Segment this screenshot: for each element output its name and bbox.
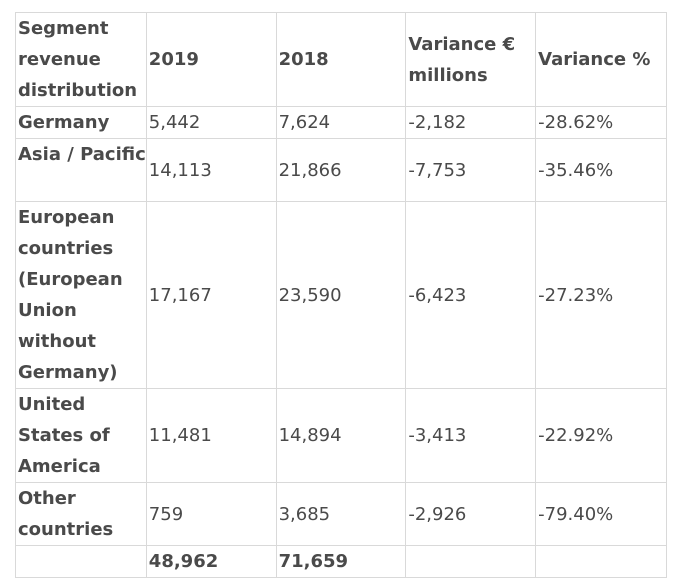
cell-variance-millions: -7,753: [405, 138, 537, 202]
row-label: European countries (European Union witho…: [15, 201, 147, 389]
segment-revenue-table: Segment revenue distribution 2019 2018 V…: [15, 12, 667, 578]
cell-2018: 14,894: [275, 388, 407, 483]
table-row: Other countries 759 3,685 -2,926 -79.40%: [15, 482, 667, 546]
table-row: Germany 5,442 7,624 -2,182 -28.62%: [15, 106, 667, 139]
table-row: United States of America 11,481 14,894 -…: [15, 388, 667, 483]
row-label: Germany: [15, 106, 147, 139]
row-label: Other countries: [15, 482, 147, 546]
header-variance-percent: Variance %: [535, 12, 667, 107]
row-label: United States of America: [15, 388, 147, 483]
cell-variance-percent: -27.23%: [535, 201, 667, 389]
cell-2018: 21,866: [275, 138, 407, 202]
cell-2019: 14,113: [145, 138, 277, 202]
cell-2019: 11,481: [145, 388, 277, 483]
total-variance-percent: [535, 545, 667, 578]
cell-variance-millions: -6,423: [405, 201, 537, 389]
row-label: Asia / Pacific: [15, 138, 147, 202]
total-2019: 48,962: [145, 545, 277, 578]
header-2018: 2018: [275, 12, 407, 107]
totals-row: 48,962 71,659: [15, 545, 667, 578]
cell-variance-percent: -35.46%: [535, 138, 667, 202]
header-segment: Segment revenue distribution: [15, 12, 147, 107]
cell-variance-millions: -2,926: [405, 482, 537, 546]
table-row: European countries (European Union witho…: [15, 201, 667, 389]
cell-2019: 759: [145, 482, 277, 546]
cell-2018: 23,590: [275, 201, 407, 389]
cell-2018: 7,624: [275, 106, 407, 139]
cell-variance-percent: -22.92%: [535, 388, 667, 483]
header-variance-millions: Variance € millions: [405, 12, 537, 107]
cell-variance-percent: -79.40%: [535, 482, 667, 546]
cell-2018: 3,685: [275, 482, 407, 546]
cell-2019: 5,442: [145, 106, 277, 139]
total-variance-millions: [405, 545, 537, 578]
table-row: Asia / Pacific 14,113 21,866 -7,753 -35.…: [15, 138, 667, 202]
cell-variance-percent: -28.62%: [535, 106, 667, 139]
cell-variance-millions: -2,182: [405, 106, 537, 139]
header-row: Segment revenue distribution 2019 2018 V…: [15, 12, 667, 107]
cell-variance-millions: -3,413: [405, 388, 537, 483]
total-2018: 71,659: [275, 545, 407, 578]
cell-2019: 17,167: [145, 201, 277, 389]
header-2019: 2019: [145, 12, 277, 107]
total-label: [15, 545, 147, 578]
